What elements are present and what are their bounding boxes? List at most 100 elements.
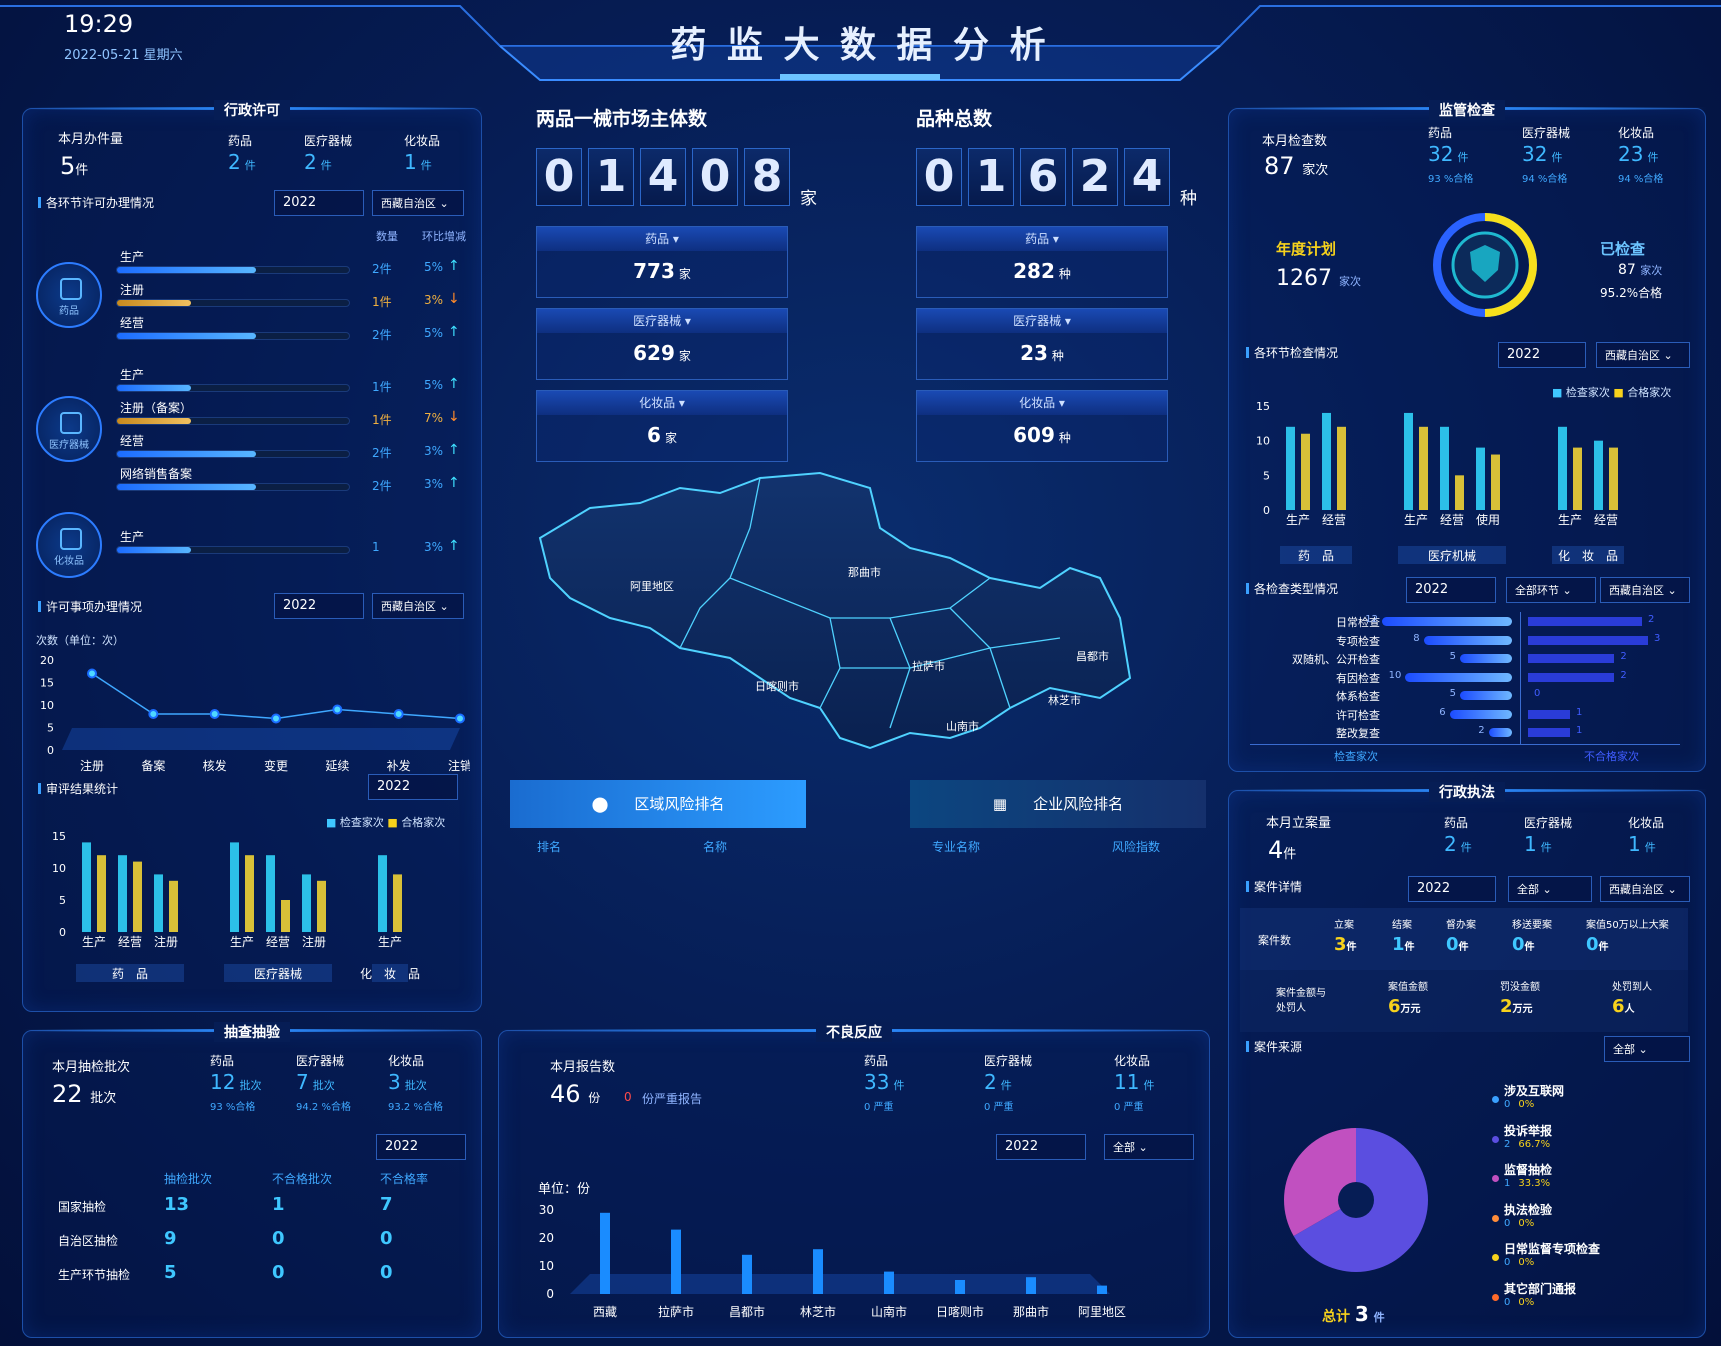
section-title: 许可事项办理情况 (38, 598, 142, 615)
cat-label: 药品 (864, 1054, 889, 1068)
row-pct: 5% (424, 326, 444, 340)
cat-value-num: 2 (1444, 832, 1457, 856)
right-title: 品种总数 (916, 108, 993, 130)
bar-a (1440, 426, 1449, 510)
y-tick: 15 (52, 830, 66, 843)
tibet-map[interactable]: 阿里地区 那曲市 日喀则市 拉萨市 昌都市 林芝市 山南市 (530, 468, 1190, 768)
region-select[interactable]: 西藏自治区 ⌄ (1600, 876, 1690, 902)
arrow-up-icon: ↑ (448, 324, 460, 340)
filter-select-2[interactable]: 全部 ⌄ (1604, 1036, 1690, 1062)
cat-pass: 0 严重 (864, 1102, 894, 1113)
x-tick: 昌都市 (729, 1304, 765, 1319)
region-select-2[interactable]: 西藏自治区 ⌄ (372, 593, 464, 619)
cat-unit: 件 (1000, 1079, 1012, 1092)
filter-select[interactable]: 全部 ⌄ (1104, 1134, 1194, 1160)
category-value-num: 773 (633, 259, 675, 283)
source-name: 监督抽检 (1504, 1163, 1553, 1177)
year-select-2[interactable]: 2022 (1406, 577, 1496, 603)
tab-enterprise-risk[interactable]: ▦ 企业风险排名 (910, 780, 1206, 828)
year-select[interactable]: 2022 (1408, 876, 1496, 902)
cat-value-num: 7 (296, 1070, 309, 1094)
source-pct: 0% (1518, 1257, 1535, 1268)
cat-value: 7 批次 (296, 1070, 335, 1094)
filter-select[interactable]: 全部 ⌄ (1508, 876, 1592, 902)
group-label-bg (1398, 546, 1506, 564)
year-select-2[interactable]: 2022 (274, 593, 364, 619)
bar-a (1382, 617, 1512, 626)
arrow-up-icon: ↑ (448, 258, 460, 274)
col-risk: 风险指数 (1112, 840, 1161, 854)
row-pct: 7% (424, 411, 444, 425)
bar (1097, 1285, 1107, 1294)
type-label: 有因检查 (1336, 671, 1380, 685)
category-box[interactable]: 药品 ▾ 282 种 (916, 226, 1168, 298)
cat-pass: 94 %合格 (1618, 174, 1664, 185)
stage-select[interactable]: 全部环节 ⌄ (1506, 577, 1596, 603)
divider (1520, 612, 1521, 744)
case-row-1 (1240, 908, 1688, 970)
source-count: 0 (1504, 1217, 1511, 1229)
cat-value-num: 3 (388, 1070, 401, 1094)
cat-label: 医疗器械 (304, 134, 353, 148)
legend: ■ 检查家次 ■ 合格家次 (326, 816, 446, 829)
cell-num: 6 (1612, 996, 1625, 1017)
panel-blfy: 不良反应 (498, 1022, 1211, 1338)
category-box[interactable]: 化妆品 ▾ 6 家 (536, 390, 788, 462)
group-label-bg (372, 964, 408, 982)
bar-a-value: 2 (1478, 725, 1485, 736)
row-bar (116, 546, 350, 554)
category-header[interactable]: 药品 ▾ (537, 227, 787, 251)
category-value: 23 种 (917, 333, 1167, 376)
x-tick: 注册 (80, 758, 104, 773)
cat-value-num: 12 (210, 1070, 236, 1094)
category-header[interactable]: 药品 ▾ (917, 227, 1167, 251)
year-select[interactable]: 2022 (376, 1134, 466, 1160)
caret-down-icon: ▾ (675, 396, 685, 410)
bar-b (1491, 454, 1500, 510)
type-label: 专项检查 (1336, 634, 1380, 648)
category-value-num: 609 (1013, 423, 1055, 447)
x-tick: 经营 (1322, 513, 1346, 527)
y-tick: 30 (539, 1203, 554, 1217)
bar-b-value: 1 (1576, 725, 1583, 736)
bar-a (1449, 709, 1512, 719)
section-title: 各环节许可办理情况 (38, 194, 154, 211)
x-tick: 生产 (230, 935, 254, 949)
tab-region-risk[interactable]: ⬤ 区域风险排名 (510, 780, 806, 828)
category-header[interactable]: 医疗器械 ▾ (917, 309, 1167, 333)
region-select-2[interactable]: 西藏自治区 ⌄ (1600, 577, 1690, 603)
legend-dot (1492, 1214, 1499, 1222)
group-label: 药 品 (1298, 549, 1334, 563)
unit-label: 次数（单位：次） (36, 634, 124, 647)
page-title: 药 监 大 数 据 分 析 (670, 25, 1050, 66)
category-box[interactable]: 医疗器械 ▾ 23 种 (916, 308, 1168, 380)
type-label: 许可检查 (1336, 708, 1380, 722)
arrow-down-icon: ↓ (448, 291, 460, 307)
cat-unit: 件 (420, 159, 432, 172)
year-select-3[interactable]: 2022 (368, 774, 458, 800)
group-label: 化 妆 品 (1558, 549, 1618, 563)
category-header[interactable]: 化妆品 ▾ (537, 391, 787, 415)
bar-a (1476, 447, 1485, 510)
year-select[interactable]: 2022 (274, 190, 364, 216)
cat-value-num: 11 (1114, 1070, 1140, 1094)
year-select[interactable]: 2022 (996, 1134, 1086, 1160)
region-select[interactable]: 西藏自治区 ⌄ (372, 190, 464, 216)
type-label: 日常检查 (1336, 616, 1380, 629)
cat-value-num: 33 (864, 1070, 890, 1094)
section-title: 案件来源 (1246, 1038, 1302, 1055)
category-header[interactable]: 化妆品 ▾ (917, 391, 1167, 415)
category-box[interactable]: 医疗器械 ▾ 629 家 (536, 308, 788, 380)
category-header[interactable]: 医疗器械 ▾ (537, 309, 787, 333)
category-box[interactable]: 化妆品 ▾ 609 种 (916, 390, 1168, 462)
category-box[interactable]: 药品 ▾ 773 家 (536, 226, 788, 298)
type-label: 体系检查 (1336, 690, 1380, 703)
bar-b (133, 861, 142, 932)
row-qty: 1件 (372, 413, 392, 427)
cat-label: 医疗器械 (1524, 816, 1573, 830)
year-select[interactable]: 2022 (1498, 342, 1586, 368)
region-select[interactable]: 西藏自治区 ⌄ (1596, 342, 1690, 368)
map-label: 昌都市 (1076, 649, 1109, 663)
data-point (87, 668, 97, 679)
